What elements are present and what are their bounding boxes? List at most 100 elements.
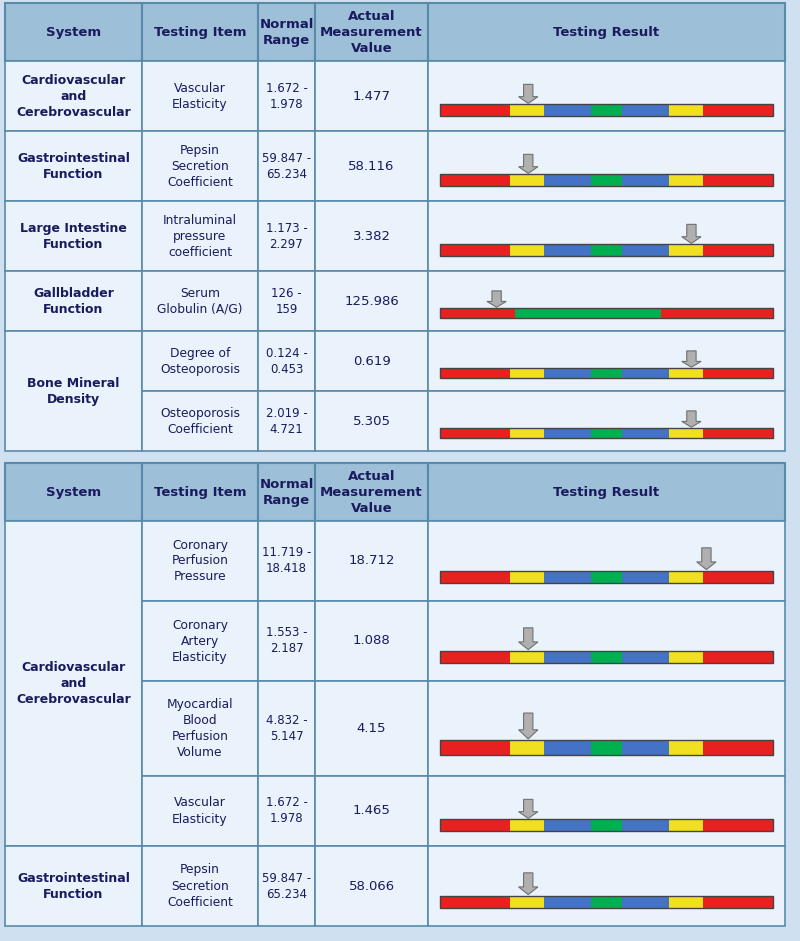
Bar <box>703 650 773 663</box>
Bar <box>428 681 785 776</box>
Text: Intraluminal
pressure
coefficient: Intraluminal pressure coefficient <box>163 214 237 259</box>
Bar <box>428 601 785 681</box>
Text: 4.832 -
5.147: 4.832 - 5.147 <box>266 714 307 743</box>
Bar <box>510 740 544 755</box>
Bar <box>544 368 591 377</box>
Bar <box>440 896 510 908</box>
Text: Vascular
Elasticity: Vascular Elasticity <box>172 796 228 825</box>
Bar <box>703 368 773 377</box>
Polygon shape <box>518 154 538 173</box>
Bar <box>669 570 703 583</box>
Bar <box>703 104 773 116</box>
Bar <box>510 570 544 583</box>
Polygon shape <box>487 291 506 307</box>
Bar <box>258 131 315 201</box>
Text: Myocardial
Blood
Perfusion
Volume: Myocardial Blood Perfusion Volume <box>166 698 234 759</box>
Polygon shape <box>697 548 716 569</box>
Bar <box>591 104 622 116</box>
Polygon shape <box>682 224 701 244</box>
Bar <box>669 174 703 185</box>
Polygon shape <box>518 85 538 104</box>
Bar <box>428 846 785 926</box>
Bar <box>142 61 258 131</box>
Bar <box>622 896 669 908</box>
Bar <box>5 331 142 451</box>
Bar <box>440 104 773 116</box>
Text: 0.124 -
0.453: 0.124 - 0.453 <box>266 346 307 375</box>
Bar <box>622 428 669 438</box>
Bar <box>258 331 315 391</box>
Bar <box>258 3 315 61</box>
Bar <box>440 309 470 318</box>
Bar <box>591 245 622 256</box>
Bar <box>591 820 622 831</box>
Text: 11.719 -
18.418: 11.719 - 18.418 <box>262 547 311 576</box>
Bar <box>544 174 591 185</box>
Bar <box>703 428 773 438</box>
Text: 59.847 -
65.234: 59.847 - 65.234 <box>262 871 311 901</box>
Bar <box>142 463 258 521</box>
Bar <box>440 245 773 256</box>
Bar <box>428 131 785 201</box>
Text: Testing Result: Testing Result <box>554 25 659 39</box>
Text: 5.305: 5.305 <box>353 414 390 427</box>
Bar <box>428 521 785 601</box>
Bar <box>669 820 703 831</box>
Text: 3.382: 3.382 <box>353 230 390 243</box>
Polygon shape <box>682 411 701 427</box>
Bar <box>669 896 703 908</box>
Text: Testing Item: Testing Item <box>154 486 246 499</box>
Text: 1.088: 1.088 <box>353 634 390 647</box>
Bar <box>622 368 669 377</box>
Text: 58.066: 58.066 <box>349 880 394 892</box>
Bar <box>703 820 773 831</box>
Bar <box>315 601 428 681</box>
Bar <box>515 309 662 318</box>
Text: Serum
Globulin (A/G): Serum Globulin (A/G) <box>158 286 242 315</box>
Bar <box>258 601 315 681</box>
Bar <box>258 776 315 846</box>
Text: Cardiovascular
and
Cerebrovascular: Cardiovascular and Cerebrovascular <box>16 661 131 706</box>
Bar <box>258 201 315 271</box>
Bar <box>5 131 142 201</box>
Bar <box>591 896 622 908</box>
Bar <box>669 104 703 116</box>
Bar <box>440 740 773 755</box>
Bar <box>5 521 142 846</box>
Bar <box>622 570 669 583</box>
Bar <box>315 61 428 131</box>
Text: Normal
Range: Normal Range <box>259 477 314 506</box>
Bar <box>258 61 315 131</box>
Bar <box>544 650 591 663</box>
Bar <box>544 820 591 831</box>
Bar <box>315 846 428 926</box>
Bar <box>544 896 591 908</box>
Bar <box>315 521 428 601</box>
Bar <box>662 309 702 318</box>
Text: 1.672 -
1.978: 1.672 - 1.978 <box>266 796 307 825</box>
Bar <box>5 61 142 131</box>
Bar <box>470 309 515 318</box>
Bar <box>315 3 428 61</box>
Bar <box>315 271 428 331</box>
Bar <box>142 201 258 271</box>
Text: 58.116: 58.116 <box>348 160 394 172</box>
Bar <box>510 896 544 908</box>
Bar <box>5 846 142 926</box>
Bar <box>622 245 669 256</box>
Bar <box>622 820 669 831</box>
Bar <box>440 570 773 583</box>
Bar <box>428 201 785 271</box>
Bar <box>258 681 315 776</box>
Bar <box>703 174 773 185</box>
Bar <box>440 820 510 831</box>
Text: 1.477: 1.477 <box>353 89 390 103</box>
Text: 59.847 -
65.234: 59.847 - 65.234 <box>262 152 311 181</box>
Bar <box>591 740 622 755</box>
Bar <box>142 846 258 926</box>
Bar <box>440 368 510 377</box>
Bar <box>5 271 142 331</box>
Bar <box>258 463 315 521</box>
Bar <box>142 681 258 776</box>
Bar <box>440 104 510 116</box>
